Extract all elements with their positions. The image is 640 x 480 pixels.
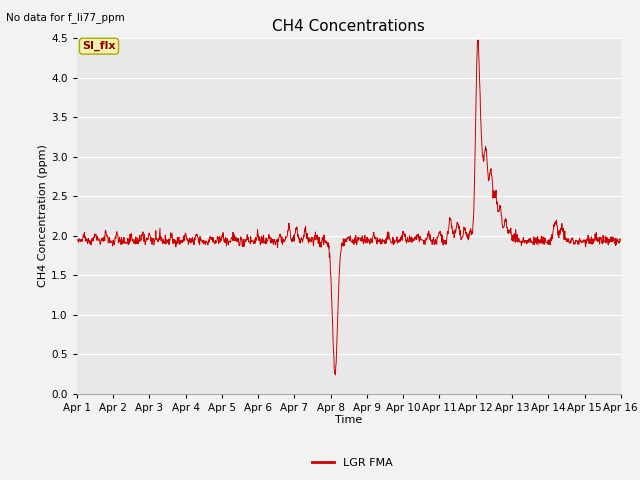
- Legend: LGR FMA: LGR FMA: [307, 453, 397, 472]
- Text: SI_flx: SI_flx: [82, 41, 116, 51]
- Text: No data for f_li77_ppm: No data for f_li77_ppm: [6, 12, 125, 23]
- Y-axis label: CH4 Concentration (ppm): CH4 Concentration (ppm): [38, 144, 49, 288]
- Title: CH4 Concentrations: CH4 Concentrations: [273, 20, 425, 35]
- X-axis label: Time: Time: [335, 415, 362, 425]
